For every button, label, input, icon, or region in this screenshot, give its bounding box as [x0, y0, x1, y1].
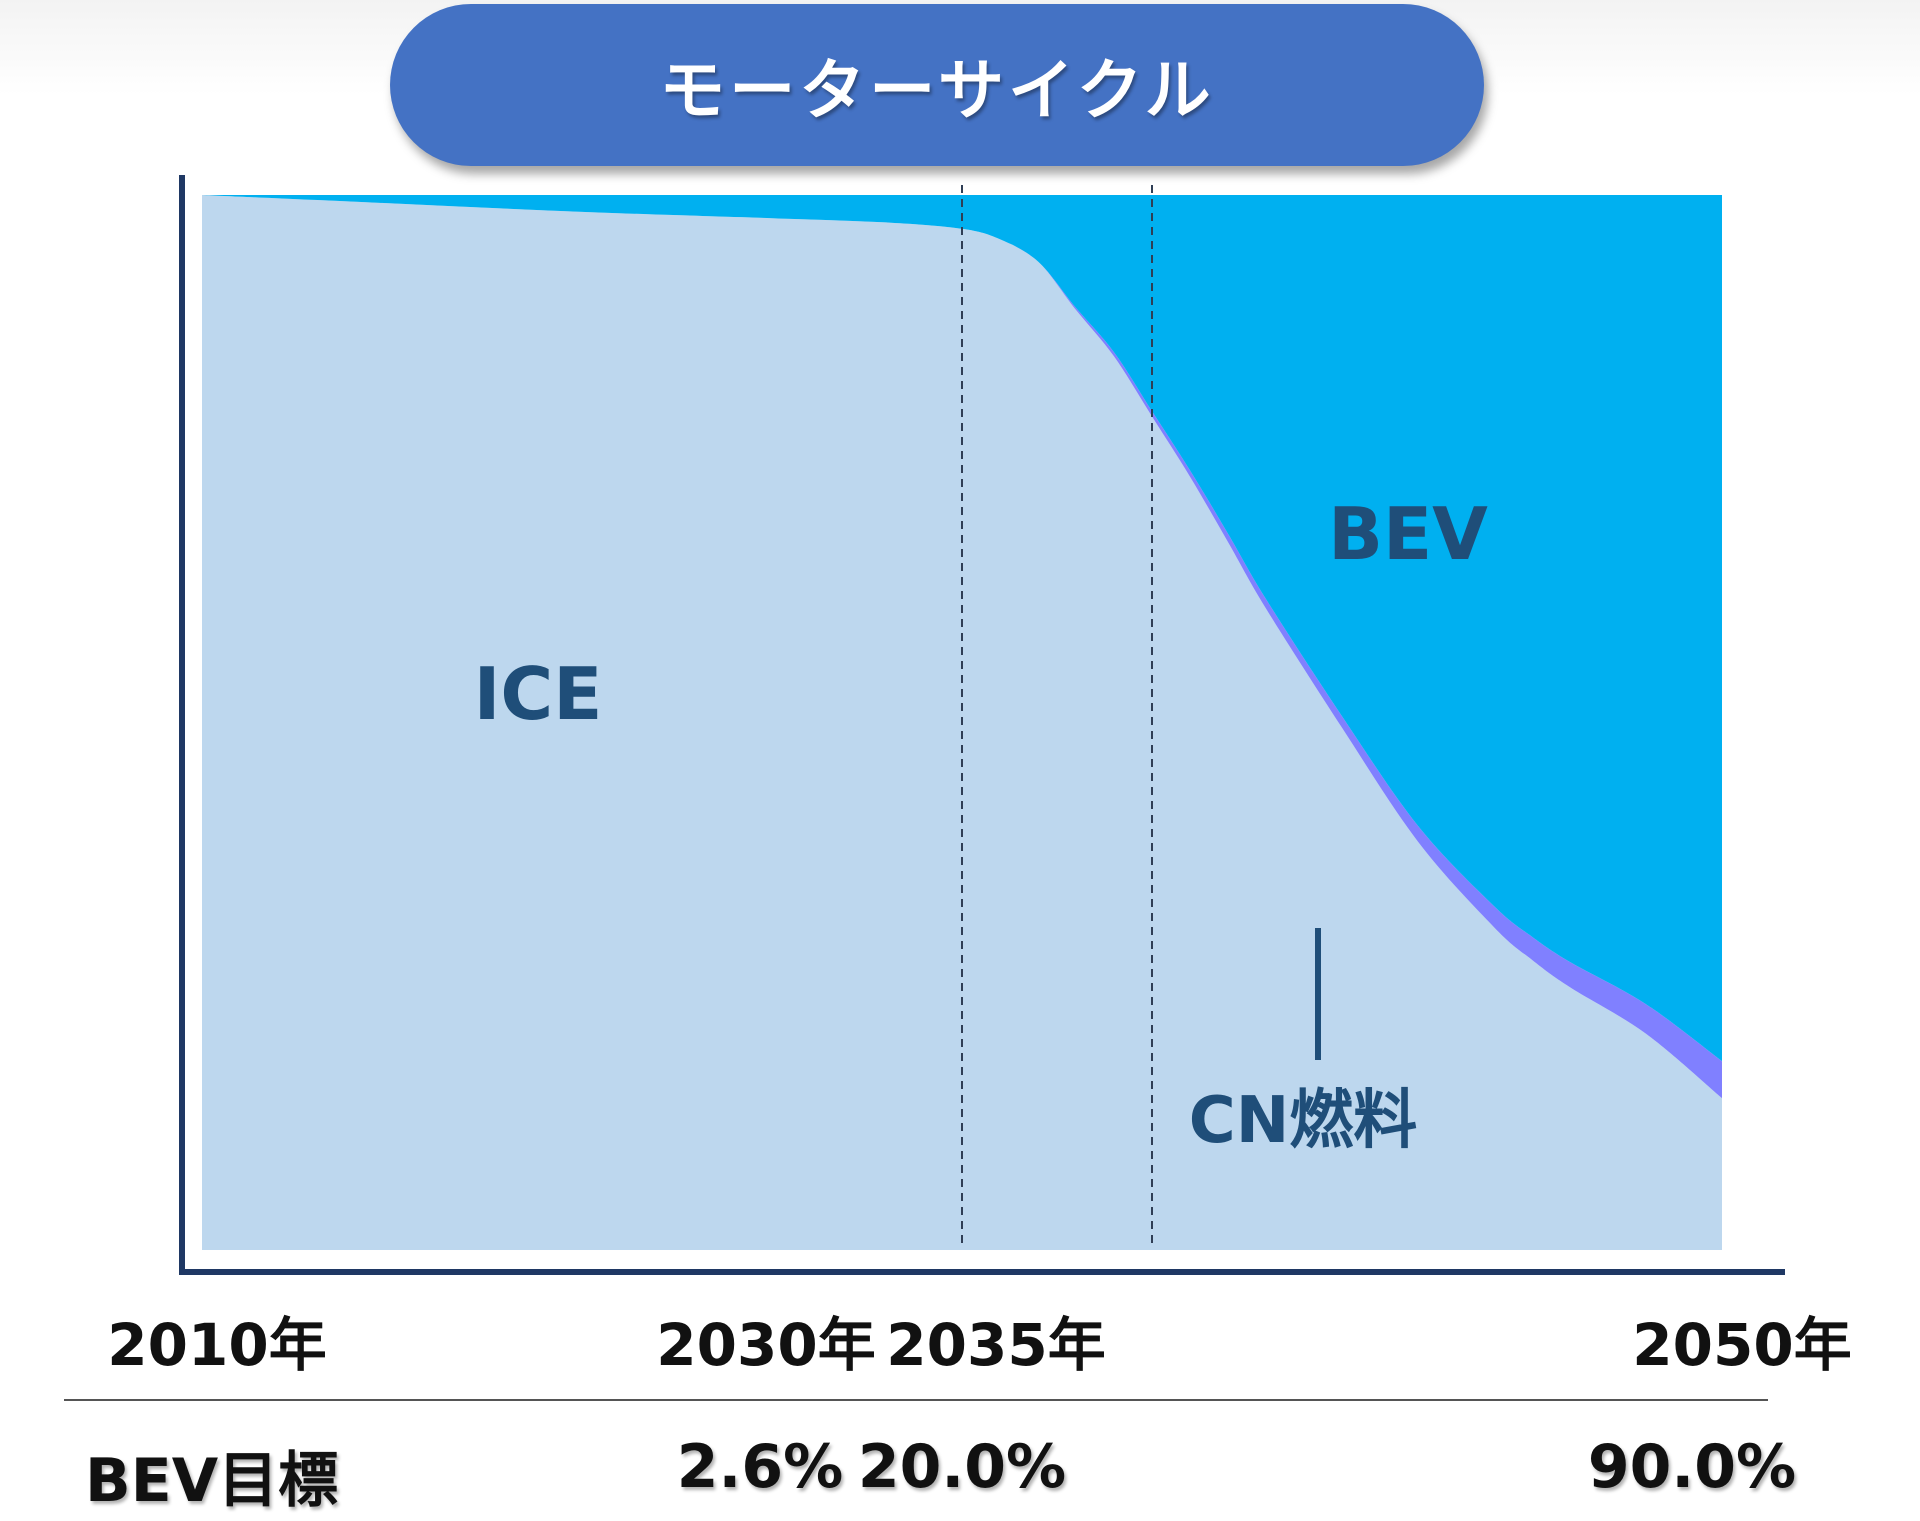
x-tick-2010: 2010年 [107, 1311, 327, 1379]
bev-target-2030: 2.6% [676, 1432, 844, 1502]
x-tick-2050: 2050年 [1632, 1311, 1852, 1379]
axes [179, 175, 1785, 1275]
chart-title: モーターサイクル [390, 4, 1484, 166]
x-tick-2035: 2035年 [886, 1311, 1106, 1379]
reference-lines [961, 185, 1153, 1248]
bev-target-row-label: BEV目標 [85, 1446, 339, 1516]
bev-area-label: BEV [1328, 492, 1488, 576]
table-divider [64, 1399, 1768, 1401]
bev-area [202, 195, 1722, 1062]
bev-target-2035: 20.0% [857, 1432, 1067, 1502]
ice-area-label: ICE [473, 652, 603, 736]
x-tick-2030: 2030年 [656, 1311, 876, 1379]
bev-target-2050: 90.0% [1587, 1432, 1797, 1502]
cn-fuel-area-label: CN燃料 [1188, 1084, 1418, 1158]
